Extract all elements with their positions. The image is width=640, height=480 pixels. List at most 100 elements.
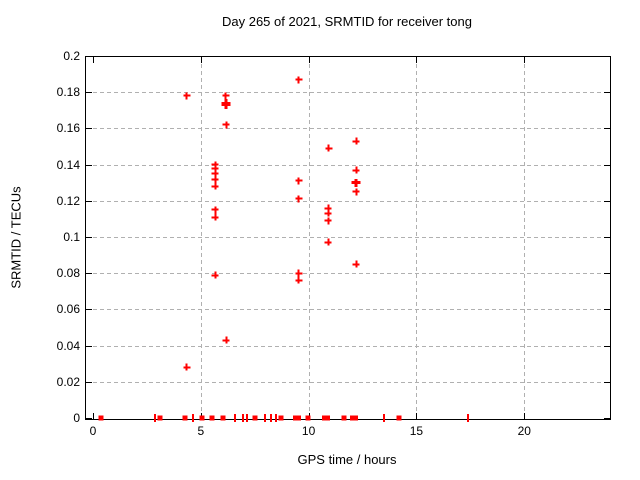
- x-tick-label: 15: [409, 424, 424, 438]
- y-tick-mark: [86, 418, 92, 419]
- data-point: [245, 414, 248, 422]
- x-tick-label: 5: [197, 424, 205, 438]
- y-tick-mark: [86, 92, 92, 94]
- y-tick-mark: [86, 345, 92, 347]
- data-point: [221, 100, 231, 109]
- data-point: [396, 415, 402, 421]
- y-tick-label: 0.06: [56, 302, 80, 317]
- y-tick-mark: [86, 237, 92, 238]
- data-point: [211, 170, 219, 178]
- y-tick-label: 0.18: [56, 85, 80, 100]
- gridline-horizontal: [86, 200, 609, 202]
- data-point: [352, 188, 360, 196]
- data-point: [98, 415, 104, 421]
- y-tick-label: 0.14: [56, 157, 80, 172]
- y-tick-mark: [86, 56, 92, 57]
- y-tick-mark: [604, 418, 610, 419]
- y-tick-mark: [86, 381, 92, 383]
- data-point: [274, 414, 277, 422]
- data-point: [295, 195, 303, 203]
- y-tick-label: 0.1: [63, 230, 80, 244]
- plot-area: [85, 56, 611, 420]
- data-point: [292, 415, 301, 421]
- x-tick-label: 20: [517, 424, 531, 438]
- y-tick-mark: [604, 237, 610, 238]
- x-tick-mark: [416, 57, 418, 63]
- x-axis-label: GPS time / hours: [297, 452, 397, 467]
- data-point: [211, 175, 219, 183]
- y-tick-mark: [604, 273, 610, 275]
- gridline-horizontal: [86, 164, 609, 166]
- data-point: [211, 213, 219, 221]
- data-point: [220, 415, 226, 421]
- data-point: [153, 414, 156, 422]
- gridline-horizontal: [86, 345, 609, 347]
- y-tick-label: 0.02: [56, 374, 80, 389]
- data-point: [211, 161, 219, 169]
- data-point: [352, 260, 360, 268]
- y-tick-mark: [604, 56, 610, 57]
- y-tick-label: 0.16: [56, 121, 80, 136]
- y-tick-mark: [86, 273, 92, 275]
- data-point: [211, 206, 219, 214]
- gridline-vertical: [200, 57, 202, 418]
- y-tick-mark: [604, 200, 610, 202]
- data-point: [324, 217, 332, 225]
- data-point: [325, 144, 333, 152]
- y-tick-mark: [604, 381, 610, 383]
- x-tick-mark: [416, 413, 418, 419]
- gridline-horizontal: [86, 273, 609, 275]
- gridline-horizontal: [86, 128, 609, 130]
- data-point: [295, 177, 303, 185]
- data-point: [324, 204, 332, 212]
- y-tick-mark: [604, 128, 610, 130]
- data-point: [295, 269, 303, 277]
- data-point: [352, 137, 360, 145]
- data-point: [305, 415, 311, 421]
- y-tick-mark: [86, 309, 92, 311]
- x-tick-label: 10: [301, 424, 316, 438]
- data-point: [233, 414, 236, 422]
- data-point: [211, 182, 219, 190]
- data-point: [324, 209, 332, 217]
- data-point: [252, 415, 258, 421]
- x-tick-mark: [524, 413, 526, 419]
- data-point: [352, 166, 360, 174]
- x-tick-label: 0: [89, 424, 97, 438]
- y-tick-label: 0: [73, 411, 80, 425]
- data-point: [211, 164, 219, 172]
- gridline-vertical: [416, 57, 418, 418]
- data-point: [222, 92, 230, 100]
- data-point: [157, 415, 163, 421]
- data-point: [183, 92, 191, 100]
- gridline-horizontal: [86, 237, 609, 238]
- data-point: [278, 415, 284, 421]
- data-point: [324, 238, 332, 246]
- data-point: [241, 414, 244, 422]
- data-point: [222, 336, 230, 344]
- y-tick-mark: [604, 345, 610, 347]
- gridline-horizontal: [86, 381, 609, 383]
- data-point: [321, 415, 330, 421]
- x-tick-mark: [92, 57, 94, 63]
- data-point: [222, 121, 230, 129]
- x-tick-mark: [92, 413, 94, 419]
- data-point: [199, 415, 205, 421]
- x-tick-mark: [308, 57, 310, 63]
- data-point: [209, 415, 215, 421]
- y-tick-label: 0.08: [56, 266, 80, 281]
- y-tick-label: 0.12: [56, 193, 80, 208]
- y-tick-label: 0.2: [63, 49, 80, 63]
- data-point: [383, 414, 386, 422]
- x-tick-mark: [200, 57, 202, 63]
- y-tick-mark: [604, 309, 610, 311]
- x-tick-mark: [524, 57, 526, 63]
- data-point: [295, 276, 303, 284]
- data-point: [270, 414, 273, 422]
- gridline-horizontal: [86, 309, 609, 311]
- y-tick-mark: [86, 200, 92, 202]
- y-tick-mark: [86, 128, 92, 130]
- gridline-vertical: [308, 57, 310, 418]
- data-point: [350, 415, 359, 421]
